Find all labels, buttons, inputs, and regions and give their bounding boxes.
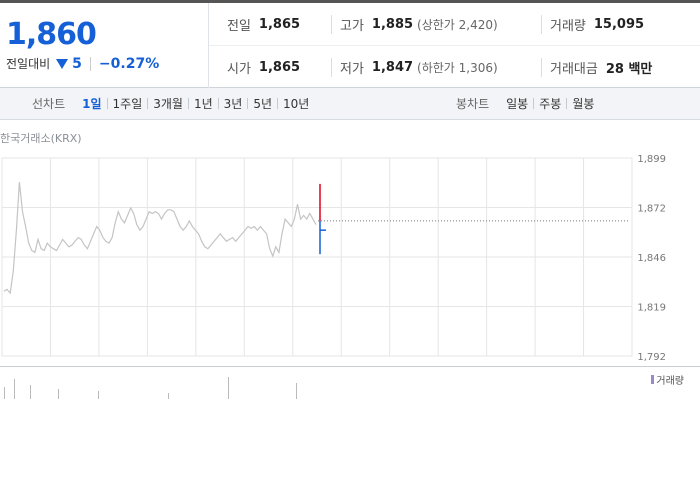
y-tick-label: 1,792 <box>637 352 666 363</box>
volume-bars <box>4 377 297 399</box>
stat-label: 거래량 <box>550 18 586 34</box>
price-chart[interactable]: 1,899 1,872 1,846 1,819 1,792 <box>0 148 700 366</box>
divider <box>533 98 535 109</box>
stat-grid: 전일 1,865 고가 1,885 (상한가 2,420) 거래량 15,095… <box>209 3 700 88</box>
stat-label: 시가 <box>227 61 251 77</box>
volume-legend-swatch <box>651 375 655 384</box>
divider <box>89 56 91 71</box>
divider <box>187 98 189 109</box>
price-line <box>3 182 317 295</box>
candle-monthly[interactable]: 월봉 <box>572 97 595 111</box>
stat-value: 15,095 <box>593 16 645 32</box>
volume-bar <box>296 383 297 399</box>
divider <box>147 98 149 109</box>
current-price: 1,860 <box>6 17 97 52</box>
volume-area: 거래량 <box>0 366 700 399</box>
stat-high: 고가 1,885 (상한가 2,420) <box>331 14 498 34</box>
current-price-box: 1,860 전일대비 5 −0.27% <box>0 3 209 88</box>
divider <box>566 98 568 109</box>
stat-value: 1,885 <box>371 16 414 32</box>
stat-low: 저가 1,847 (하한가 1,306) <box>331 57 498 77</box>
y-tick-label: 1,872 <box>637 204 666 215</box>
y-tick-label: 1,899 <box>637 154 666 165</box>
period-10y[interactable]: 10년 <box>283 97 310 111</box>
stat-volume: 거래량 15,095 <box>541 14 645 34</box>
change-row: 전일대비 5 −0.27% <box>6 55 159 72</box>
period-1d[interactable]: 1일 <box>82 97 102 111</box>
stat-label: 저가 <box>340 61 364 77</box>
stat-row: 전일 1,865 고가 1,885 (상한가 2,420) 거래량 15,095 <box>209 3 700 46</box>
line-chart-label: 선차트 <box>32 97 66 111</box>
exchange-label: 한국거래소(KRX) <box>0 132 82 145</box>
volume-legend-label: 거래량 <box>656 376 684 387</box>
stat-open: 시가 1,865 <box>227 58 300 77</box>
stat-value: 28 백만 <box>605 61 653 77</box>
stat-value: 1,865 <box>258 59 301 75</box>
y-tick-label: 1,819 <box>637 303 666 314</box>
volume-bar <box>98 391 99 399</box>
stat-sub: (상한가 2,420) <box>417 17 498 32</box>
change-label: 전일대비 <box>6 57 51 71</box>
divider <box>217 98 219 109</box>
stat-row: 시가 1,865 저가 1,847 (하한가 1,306) 거래대금 28 백만 <box>209 46 700 88</box>
volume-bar <box>168 393 169 399</box>
stat-label: 거래대금 <box>550 61 598 77</box>
volume-legend: 거래량 <box>651 372 684 387</box>
stat-label: 전일 <box>227 18 251 34</box>
candle-daily[interactable]: 일봉 <box>506 97 529 111</box>
period-1y[interactable]: 1년 <box>193 97 213 111</box>
change-percent: −0.27% <box>98 55 160 72</box>
period-3m[interactable]: 3개월 <box>153 97 183 111</box>
stat-prev-close: 전일 1,865 <box>227 15 300 34</box>
volume-bar <box>58 389 59 399</box>
y-tick-label: 1,846 <box>637 253 666 264</box>
volume-bar <box>30 385 31 399</box>
divider <box>247 98 249 109</box>
stat-value: 1,865 <box>258 16 301 32</box>
stat-sub: (하한가 1,306) <box>417 60 498 75</box>
period-3y[interactable]: 3년 <box>223 97 243 111</box>
volume-bar <box>4 387 5 399</box>
price-summary: 1,860 전일대비 5 −0.27% 전일 1,865 고가 1,885 (상… <box>0 0 700 88</box>
line-chart-periods: 선차트 1일 1주일 3개월 1년 3년 5년 10년 <box>32 88 314 119</box>
chart-toolbar: 선차트 1일 1주일 3개월 1년 3년 5년 10년 봉차트 일봉 주봉 월봉 <box>0 88 700 120</box>
volume-bar <box>14 379 15 399</box>
candle-chart-periods: 봉차트 일봉 주봉 월봉 <box>456 88 599 119</box>
period-1w[interactable]: 1주일 <box>112 97 143 111</box>
change-value: 5 <box>72 55 82 72</box>
volume-bar <box>228 377 229 399</box>
candle-weekly[interactable]: 주봉 <box>539 97 562 111</box>
divider <box>106 98 108 109</box>
stat-trade-value: 거래대금 28 백만 <box>541 57 653 77</box>
stat-value: 1,847 <box>371 59 414 75</box>
stat-label: 고가 <box>340 18 364 34</box>
candle-chart-label: 봉차트 <box>456 97 490 111</box>
period-5y[interactable]: 5년 <box>253 97 273 111</box>
divider <box>277 98 279 109</box>
down-arrow-icon <box>56 58 69 69</box>
